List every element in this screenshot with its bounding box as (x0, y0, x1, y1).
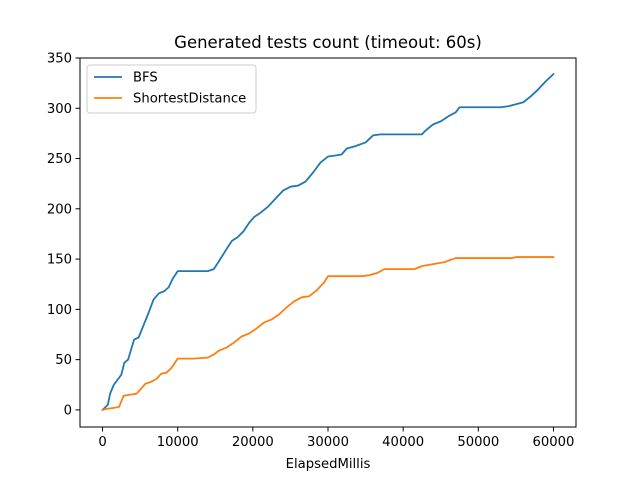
y-tick-label: 350 (47, 52, 72, 67)
legend-box (86, 64, 257, 114)
y-tick-label: 250 (47, 152, 72, 167)
x-tick-label: 40000 (382, 435, 424, 450)
series-line-ShortestDistance (101, 256, 555, 412)
x-tick-label: 50000 (457, 435, 499, 450)
y-tick-label: 50 (55, 353, 72, 368)
series-layer (101, 72, 555, 412)
x-tick-label: 10000 (157, 435, 199, 450)
x-tick-label: 20000 (232, 435, 274, 450)
x-tick-label: 0 (98, 435, 106, 450)
chart-title: Generated tests count (timeout: 60s) (174, 33, 482, 52)
y-tick-label: 300 (47, 102, 72, 117)
legend: BFS ShortestDistance (86, 64, 257, 114)
y-axis: 0 50 100 150 200 250 300 350 (47, 52, 80, 419)
y-tick-label: 150 (47, 253, 72, 268)
legend-label-BFS: BFS (133, 71, 158, 86)
y-tick-label: 0 (64, 404, 72, 419)
x-axis-label: ElapsedMillis (286, 457, 371, 472)
axes-background (80, 58, 576, 427)
x-tick-label: 30000 (307, 435, 349, 450)
plot-area: 0 10000 20000 30000 40000 50000 60000 0 50 100 15… (47, 52, 577, 450)
series-line-BFS (101, 72, 555, 412)
legend-label-ShortestDistance: ShortestDistance (133, 92, 246, 107)
x-axis: 0 10000 20000 30000 40000 50000 60000 (98, 427, 574, 450)
y-tick-label: 100 (47, 303, 72, 318)
y-tick-label: 200 (47, 202, 72, 217)
x-tick-label: 60000 (532, 435, 574, 450)
